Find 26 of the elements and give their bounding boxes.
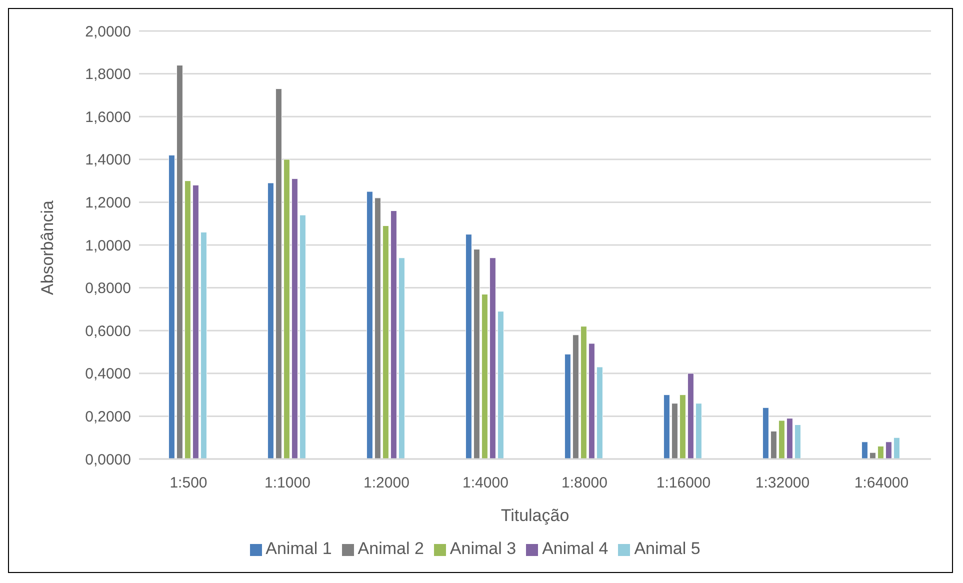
x-axis-title: Titulação <box>500 506 570 525</box>
x-tick-label: 1:4000 <box>462 474 508 492</box>
y-tick-label: 0,6000 <box>85 322 131 340</box>
y-tick-label: 1,2000 <box>85 194 131 212</box>
y-tick-label: 1,6000 <box>85 108 131 126</box>
legend-label: Animal 1 <box>266 539 332 558</box>
legend-label: Animal 4 <box>542 539 608 558</box>
x-tick-label: 1:32000 <box>755 474 810 492</box>
y-tick-label: 1,0000 <box>85 237 131 254</box>
y-tick-label: 0,8000 <box>85 280 131 298</box>
legend-label: Animal 5 <box>634 539 700 558</box>
legend-label: Animal 3 <box>450 539 516 558</box>
legend-label: Animal 2 <box>358 539 424 558</box>
y-tick-label: 0,2000 <box>85 408 131 426</box>
x-tick-label: 1:64000 <box>854 474 909 492</box>
y-tick-label: 0,4000 <box>85 366 131 383</box>
x-tick-label: 1:500 <box>170 474 208 492</box>
x-tick-label: 1:8000 <box>562 474 608 492</box>
y-tick-label: 0,0000 <box>85 451 131 468</box>
y-axis-title: Absorbância <box>38 200 58 295</box>
x-tick-label: 1:2000 <box>364 474 410 492</box>
x-tick-label: 1:1000 <box>264 474 310 492</box>
y-tick-label: 2,0000 <box>85 23 131 40</box>
x-tick-label: 1:16000 <box>656 474 711 492</box>
y-tick-label: 1,8000 <box>85 66 131 84</box>
y-tick-label: 1,4000 <box>85 152 131 169</box>
